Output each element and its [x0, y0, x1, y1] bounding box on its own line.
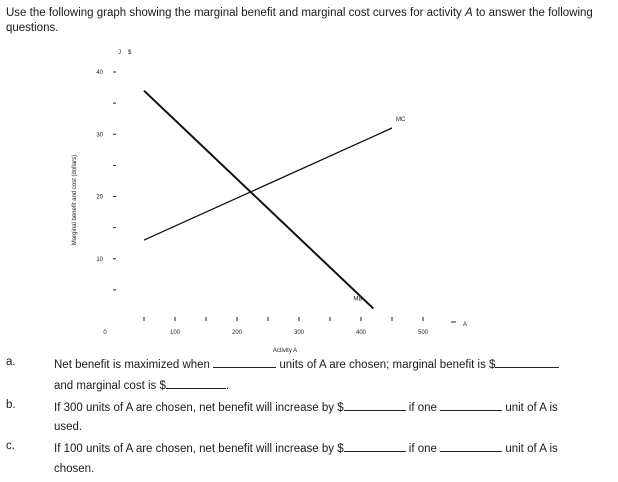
question-label: a.: [6, 356, 16, 368]
intro-text: Use the following graph showing the marg…: [6, 6, 606, 36]
question-label: c.: [6, 440, 15, 452]
question-text: Net benefit is maximized when: [54, 359, 214, 371]
question-label: b.: [6, 399, 16, 411]
answer-blank[interactable]: [440, 399, 503, 411]
question-text: and marginal cost is $: [54, 380, 166, 392]
y-axis-unit: $: [128, 50, 132, 56]
question-text: chosen.: [54, 463, 95, 475]
question-text: unit of A is: [502, 402, 558, 414]
answer-blank[interactable]: [495, 356, 560, 368]
intro-activity: A: [464, 7, 473, 19]
y-tick-label: 30: [96, 132, 103, 138]
intro-suffix: to answer the following questions.: [6, 7, 593, 34]
mc-line: [143, 127, 393, 241]
question-text: .: [225, 380, 230, 392]
answer-blank[interactable]: [165, 377, 226, 389]
question-line: used.: [54, 420, 82, 435]
answer-blank[interactable]: [213, 356, 277, 368]
y-axis-end-label: J: [118, 50, 121, 56]
question-line: and marginal cost is $.: [54, 377, 229, 394]
question-line: Net benefit is maximized when units of A…: [54, 356, 560, 373]
x-tick-label: 300: [294, 330, 305, 336]
x-tick-label: 0: [103, 330, 107, 336]
question-text: units of A are chosen; marginal benefit …: [276, 359, 496, 371]
mb-line: [143, 89, 375, 310]
answer-blank[interactable]: [343, 399, 406, 411]
answer-blank[interactable]: [343, 440, 406, 452]
intro-prefix: Use the following graph showing the marg…: [6, 7, 465, 19]
x-tick-label: 400: [356, 330, 367, 336]
y-axis-title: Marginal benefit and cost (dollars): [72, 155, 78, 245]
y-tick-label: 40: [96, 70, 103, 76]
question-text: if one: [405, 402, 441, 414]
x-axis-end-label: A: [463, 322, 467, 328]
y-tick-label: 10: [96, 257, 103, 263]
x-tick-label: 200: [232, 330, 243, 336]
question-text: used.: [54, 421, 83, 433]
question-text: if one: [405, 443, 441, 455]
y-tick-label: 20: [96, 195, 103, 201]
question-text: If 100 units of A are chosen, net benefi…: [54, 443, 344, 455]
mb-label: MB: [353, 297, 362, 303]
x-tick-label: 100: [170, 330, 181, 336]
question-line: If 300 units of A are chosen, net benefi…: [54, 399, 558, 416]
question-line: chosen.: [54, 462, 94, 477]
question-text: unit of A is: [502, 443, 558, 455]
question-line: If 100 units of A are chosen, net benefi…: [54, 440, 558, 457]
x-axis-title: Activity A: [273, 348, 297, 354]
mc-label: MC: [396, 117, 406, 123]
answer-blank[interactable]: [440, 440, 503, 452]
question-text: If 300 units of A are chosen, net benefi…: [54, 402, 344, 414]
x-tick-label: 500: [418, 330, 429, 336]
